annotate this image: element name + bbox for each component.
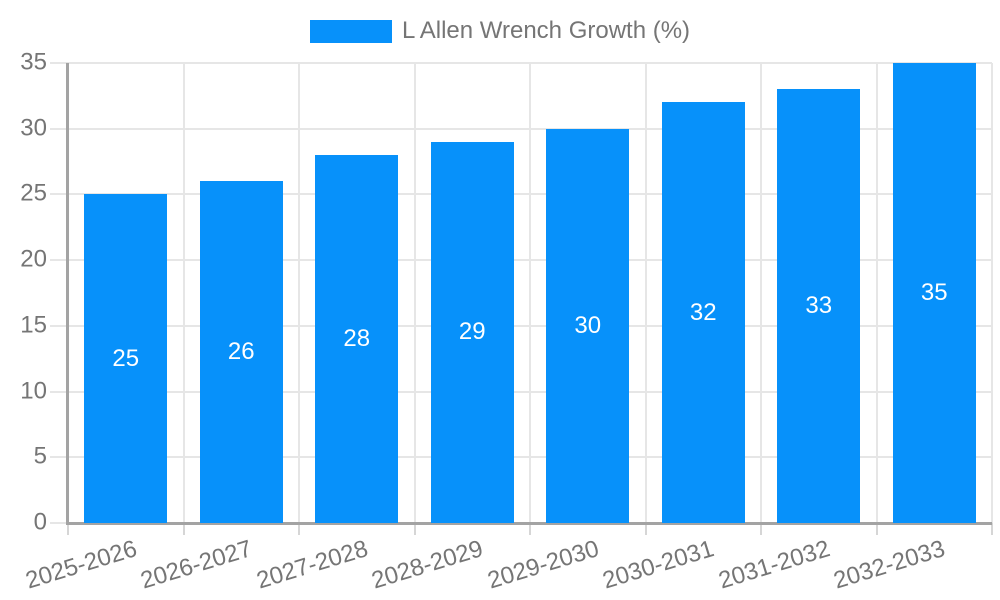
- chart-legend[interactable]: L Allen Wrench Growth (%): [0, 17, 1000, 45]
- x-axis-tick-label: 2029-2030: [484, 535, 603, 595]
- bar-2025-2026[interactable]: [84, 194, 168, 523]
- x-gridline: [413, 63, 416, 523]
- x-gridline: [875, 63, 878, 523]
- bar-2032-2033[interactable]: [892, 63, 976, 523]
- y-axis-tick-label: 25: [20, 179, 47, 207]
- y-axis-tick-label: 35: [20, 48, 47, 76]
- bar-2029-2030[interactable]: [546, 128, 630, 523]
- x-axis-tick-label: 2027-2028: [253, 535, 372, 595]
- bar-value-label: 30: [574, 311, 602, 339]
- x-axis-tickmark: [644, 523, 647, 535]
- bar-value-label: 33: [805, 292, 833, 320]
- bar-2031-2032[interactable]: [777, 89, 861, 523]
- y-gridline: [50, 259, 992, 262]
- x-axis-tickmark: [413, 523, 416, 535]
- x-gridline: [298, 63, 300, 523]
- x-axis-tickmark: [760, 523, 762, 535]
- y-axis-line: [66, 63, 69, 525]
- y-gridline: [50, 390, 992, 393]
- x-axis-tickmark: [182, 523, 185, 535]
- legend-label: L Allen Wrench Growth (%): [401, 17, 691, 44]
- legend-swatch-icon: [309, 19, 392, 43]
- x-gridline: [644, 63, 647, 523]
- bar-value-label: 32: [689, 298, 717, 326]
- x-axis-tick-label: 2028-2029: [368, 535, 487, 595]
- bar-value-label: 26: [227, 338, 255, 366]
- bar-value-label: 35: [920, 279, 948, 306]
- bar-value-label: 29: [458, 318, 486, 346]
- y-axis-tick-label: 15: [20, 311, 47, 339]
- x-axis-tick-label: 2032-2033: [830, 535, 949, 595]
- x-axis-tick-label: 2025-2026: [22, 535, 141, 595]
- x-gridline: [760, 63, 762, 523]
- bar-value-label: 25: [112, 344, 140, 372]
- x-axis-tick-label: 2026-2027: [137, 535, 256, 595]
- y-gridline: [50, 456, 992, 459]
- x-axis-line: [66, 522, 992, 525]
- bar-value-label: 28: [343, 325, 371, 352]
- y-axis-tick-label: 0: [33, 508, 47, 536]
- x-axis-tickmark: [529, 523, 531, 535]
- y-gridline: [50, 127, 992, 130]
- y-axis-tick-label: 30: [20, 114, 47, 142]
- x-axis-tickmark: [67, 523, 69, 535]
- x-axis-tick-label: 2030-2031: [599, 535, 718, 595]
- y-axis-tick-label: 5: [33, 442, 47, 470]
- bar-2027-2028[interactable]: [315, 155, 399, 523]
- y-axis-tick-label: 20: [20, 245, 47, 273]
- bar-2030-2031[interactable]: [661, 102, 745, 523]
- x-gridline: [529, 63, 531, 523]
- x-gridline: [182, 63, 185, 523]
- bar-2028-2029[interactable]: [430, 141, 514, 523]
- y-gridline: [50, 193, 992, 196]
- x-gridline: [991, 63, 993, 523]
- y-axis-tick-label: 10: [20, 377, 47, 405]
- x-axis-tickmark: [875, 523, 878, 535]
- x-axis-tick-label: 2031-2032: [715, 535, 834, 595]
- y-gridline: [50, 62, 992, 64]
- y-gridline: [50, 324, 992, 327]
- x-axis-tickmark: [991, 523, 993, 535]
- bar-2026-2027[interactable]: [199, 181, 283, 523]
- x-axis-tickmark: [298, 523, 300, 535]
